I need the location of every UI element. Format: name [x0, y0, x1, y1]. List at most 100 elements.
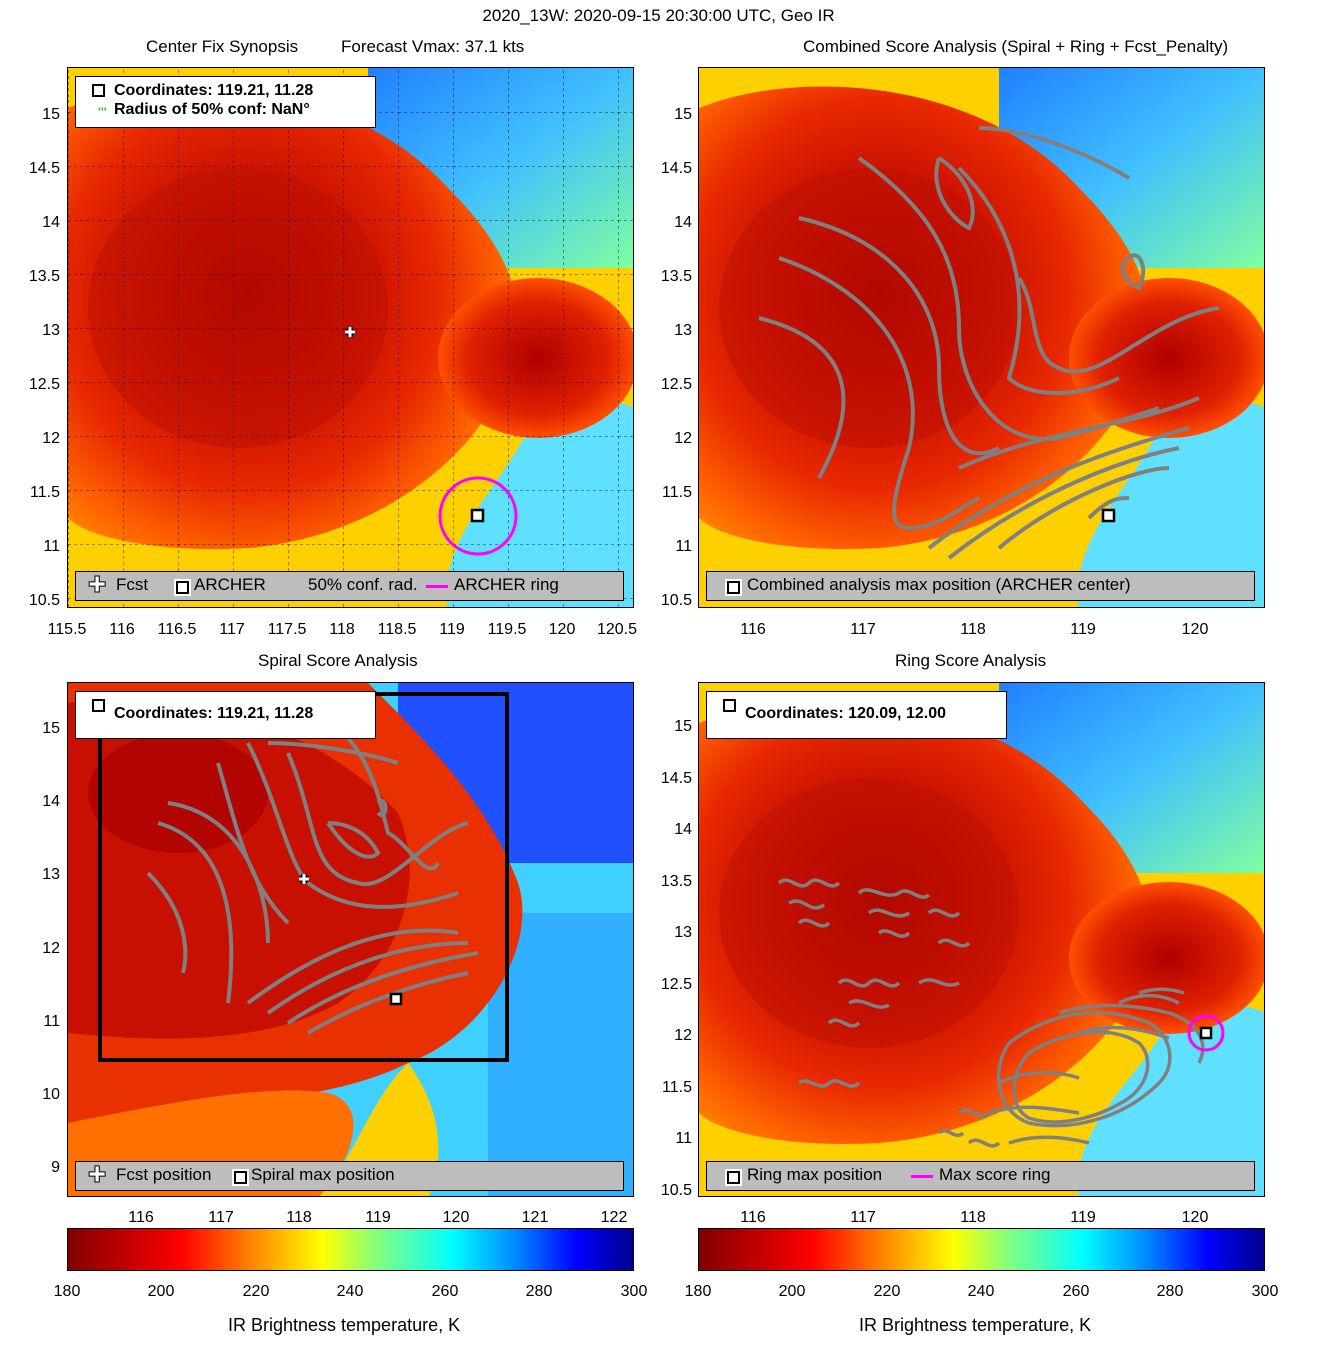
tl-ytick: 12.5: [28, 376, 60, 393]
tl-title-left: Center Fix Synopsis: [146, 37, 299, 56]
cb-right-tick: 260: [1062, 1283, 1090, 1300]
bl-legend-spiral: Spiral max position: [251, 1165, 395, 1184]
tl-xtick: 116.5: [157, 621, 197, 638]
tr-max-marker: [1101, 508, 1116, 523]
bl-ytick: 9: [51, 1159, 60, 1176]
tl-heatmap-panel: ''' Coordinates: 119.21, 11.28 Radius of…: [67, 67, 634, 608]
tr-ytick: 11: [675, 538, 692, 555]
bl-xtick: 117: [208, 1209, 234, 1226]
bl-ytick: 13: [42, 866, 60, 883]
br-heatmap-panel: Coordinates: 120.09, 12.00 Ring max posi…: [698, 682, 1265, 1197]
bl-spiral-max-marker: [389, 992, 403, 1006]
br-legend-max-ring: Max score ring: [939, 1165, 1051, 1184]
bl-legend-fcst: Fcst position: [116, 1165, 212, 1184]
bl-contours: [146, 711, 479, 1035]
ring-line-icon: [426, 585, 448, 588]
tr-xtick: 119: [1070, 621, 1096, 638]
br-legend: Ring max position Max score ring: [706, 1161, 1255, 1191]
tl-xtick: 118.5: [377, 621, 417, 638]
cb-right-tick: 280: [1156, 1283, 1184, 1300]
tr-contours: [758, 126, 1220, 560]
tl-xtick: 119: [439, 621, 465, 638]
archer-square-icon: [176, 581, 189, 594]
plus-icon: ✚: [87, 572, 107, 598]
bl-xtick: 122: [600, 1209, 628, 1226]
br-xtick: 120: [1181, 1209, 1209, 1226]
tr-ytick: 15: [674, 106, 692, 123]
br-legend-ring-max: Ring max position: [747, 1165, 883, 1184]
tl-ytick: 15: [42, 106, 60, 123]
tr-ytick: 10.5: [660, 592, 692, 609]
br-ytick: 12: [674, 1027, 692, 1044]
tl-xtick: 115.5: [47, 621, 87, 638]
tl-heatmap-svg: [68, 68, 633, 607]
bl-xtick: 120: [442, 1209, 470, 1226]
tl-xtick: 117.5: [267, 621, 307, 638]
bl-xtick: 116: [128, 1209, 154, 1226]
tl-legend-ring: ARCHER ring: [454, 575, 559, 594]
br-ytick: 13.5: [660, 873, 692, 890]
tl-info-line-1: Coordinates: 119.21, 11.28: [114, 82, 314, 99]
cb-right-tick: 300: [1251, 1283, 1279, 1300]
br-max-score-ring: [1187, 1014, 1225, 1052]
br-xtick: 116: [740, 1209, 766, 1226]
tl-ytick: 13.5: [28, 268, 60, 285]
tl-ytick: 14.5: [28, 160, 60, 177]
br-xtick: 119: [1070, 1209, 1096, 1226]
tr-heatmap-panel: Combined analysis max position (ARCHER c…: [698, 67, 1265, 608]
bl-heatmap-svg: [68, 683, 633, 1196]
br-heatmap-svg: [699, 683, 1264, 1196]
br-ytick: 14.5: [660, 770, 692, 787]
tl-xtick: 117: [219, 621, 245, 638]
tr-ytick: 14: [674, 214, 692, 231]
br-ytick: 13: [674, 924, 692, 941]
cb-left-tick: 240: [336, 1283, 364, 1300]
tr-xtick: 118: [960, 621, 986, 638]
tl-ytick: 10.5: [28, 592, 60, 609]
tr-xtick: 116: [740, 621, 766, 638]
br-ytick: 11: [675, 1130, 692, 1147]
tl-ytick: 11: [43, 538, 60, 555]
cb-left-tick: 280: [525, 1283, 553, 1300]
br-xtick: 118: [960, 1209, 986, 1226]
tr-legend-label: Combined analysis max position (ARCHER c…: [747, 575, 1131, 594]
tr-xtick: 117: [850, 621, 876, 638]
tr-title: Combined Score Analysis (Spiral + Ring +…: [803, 37, 1229, 56]
tr-ytick: 13.5: [660, 268, 692, 285]
cb-left-tick: 300: [620, 1283, 648, 1300]
plus-icon: ✚: [87, 1162, 107, 1188]
tl-info-line-2: Radius of 50% conf: NaN°: [114, 101, 310, 118]
tl-xtick: 118: [329, 621, 355, 638]
br-ring-contours: [777, 878, 1205, 1148]
bl-ytick: 12: [42, 940, 60, 957]
cb-left-tick: 220: [242, 1283, 270, 1300]
tl-ytick: 11.5: [30, 484, 60, 501]
tl-xtick: 120.5: [596, 621, 638, 638]
tl-info-box: ''' Coordinates: 119.21, 11.28 Radius of…: [75, 76, 376, 128]
bl-xtick: 121: [521, 1209, 549, 1226]
tr-ytick: 14.5: [660, 160, 692, 177]
cb-left-label: IR Brightness temperature, K: [228, 1315, 461, 1335]
archer-square-icon: [727, 581, 740, 594]
tr-legend: Combined analysis max position (ARCHER c…: [706, 571, 1255, 601]
bl-fcst-marker: [299, 874, 309, 884]
bl-heatmap-panel: Coordinates: 119.21, 11.28 ✚ Fcst positi…: [67, 682, 634, 1197]
br-info-box: Coordinates: 120.09, 12.00: [706, 691, 1007, 739]
colorbar-right: [698, 1228, 1265, 1271]
tl-fcst-marker: [345, 327, 355, 337]
br-ytick: 11.5: [662, 1079, 692, 1096]
tr-ytick: 11.5: [662, 484, 692, 501]
tr-heatmap-svg: [699, 68, 1264, 607]
tl-legend-conf: 50% conf. rad.: [308, 575, 418, 594]
cb-right-tick: 240: [967, 1283, 995, 1300]
archer-square-icon: [234, 1171, 247, 1184]
tl-ytick: 14: [42, 214, 60, 231]
bl-legend: ✚ Fcst position Spiral max position: [75, 1161, 624, 1191]
cb-left-tick: 260: [431, 1283, 459, 1300]
bl-ytick: 10: [42, 1086, 60, 1103]
archer-square-icon: [727, 1171, 740, 1184]
tr-xtick: 120: [1181, 621, 1209, 638]
cb-right-tick: 180: [684, 1283, 712, 1300]
tl-archer-ring: [438, 476, 518, 556]
archer-square-icon: [723, 699, 736, 712]
